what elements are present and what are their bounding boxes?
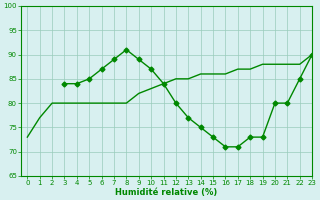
X-axis label: Humidité relative (%): Humidité relative (%) <box>116 188 218 197</box>
